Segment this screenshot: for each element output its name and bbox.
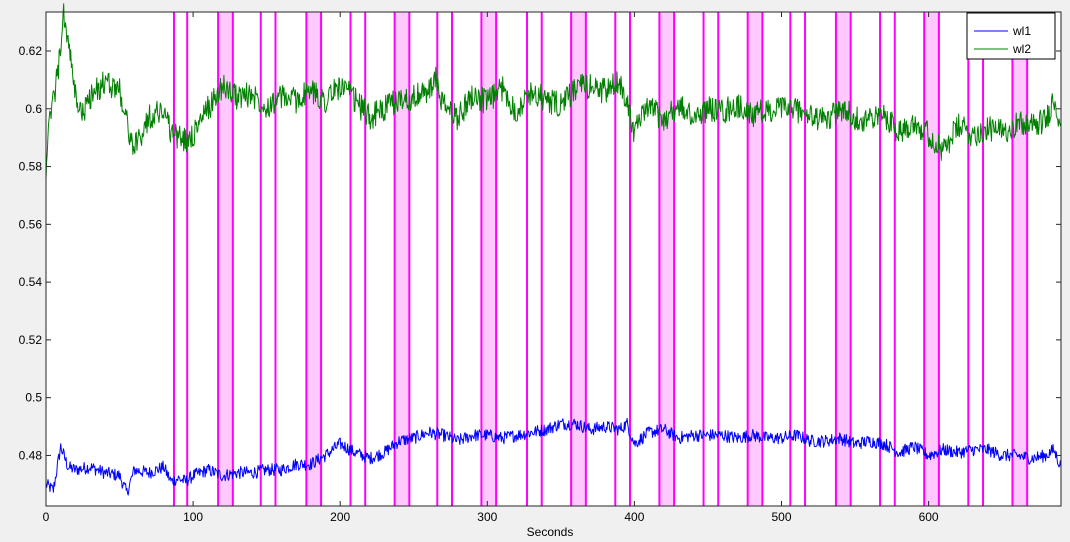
legend-label-wl1: wl1 [1012, 24, 1031, 38]
event-band-17 [659, 12, 675, 506]
y-tick-label-4: 0.56 [19, 217, 43, 231]
series-wl1-line [45, 417, 1062, 496]
event-band-11 [481, 12, 497, 506]
y-tick-label-3: 0.54 [19, 275, 43, 289]
event-band-8 [394, 12, 410, 506]
x-axis-label: Seconds [527, 525, 574, 539]
y-tick-label-0: 0.48 [19, 448, 43, 462]
series-wl2-line [45, 3, 1062, 180]
y-tick-label-2: 0.52 [19, 333, 43, 347]
x-axis-ticks: 0 100 200 300 400 500 600 [43, 12, 939, 524]
legend-box [966, 12, 1056, 60]
event-band-20 [747, 12, 763, 506]
event-band-2 [218, 12, 233, 506]
legend-label-wl2: wl2 [1012, 42, 1031, 56]
event-band-5 [306, 12, 322, 506]
data-series [45, 3, 1062, 496]
y-tick-label-7: 0.62 [19, 44, 43, 58]
x-tick-label-0: 0 [43, 510, 50, 524]
x-tick-label-200: 200 [330, 510, 350, 524]
x-tick-label-500: 500 [771, 510, 791, 524]
x-tick-label-100: 100 [183, 510, 203, 524]
event-band-14 [571, 12, 586, 506]
event-band-29 [1012, 12, 1028, 506]
x-tick-label-600: 600 [919, 510, 939, 524]
y-tick-label-5: 0.58 [19, 160, 43, 174]
y-axis-ticks: 0.48 0.5 0.52 0.54 0.56 0.58 0.6 0.62 [19, 44, 1061, 462]
x-tick-label-400: 400 [624, 510, 644, 524]
y-tick-label-1: 0.5 [25, 391, 42, 405]
plot-frame [45, 11, 1062, 507]
plot-background [46, 12, 1061, 506]
legend[interactable]: wl1 wl2 [966, 12, 1056, 60]
event-band-23 [835, 12, 851, 506]
x-tick-label-300: 300 [477, 510, 497, 524]
event-band-26 [924, 12, 939, 506]
y-tick-label-6: 0.6 [25, 102, 42, 116]
